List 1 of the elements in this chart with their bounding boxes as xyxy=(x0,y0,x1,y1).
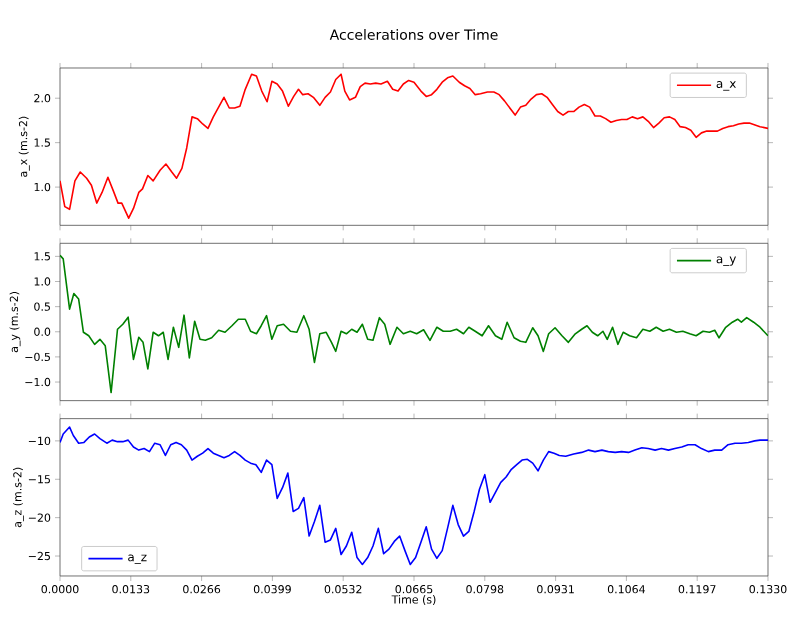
line-series xyxy=(60,254,768,394)
